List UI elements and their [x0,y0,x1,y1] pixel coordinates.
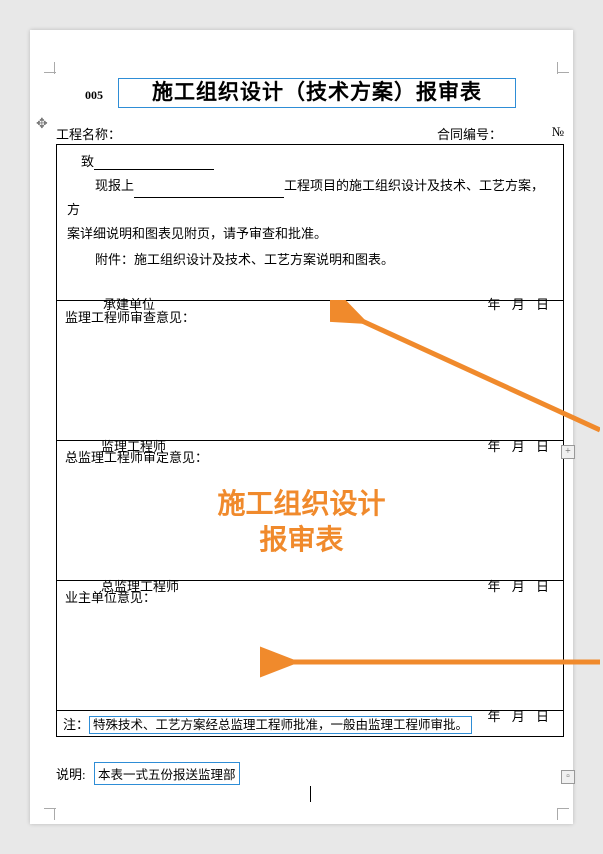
project-name-label: 工程名称： [56,124,121,143]
document-number: 005 [85,88,103,103]
to-blank [94,156,214,170]
table-resize-handle[interactable]: ▫ [561,770,575,784]
project-blank [134,184,284,198]
number-symbol: № [552,124,564,140]
chief-supervisor-opinion-label: 总监理工程师审定意见： [57,441,563,466]
approval-form-table: 致 现报上工程项目的施工组织设计及技术、工艺方案，方 案详细说明和图表见附页，请… [56,144,564,737]
zhu-text: 特殊技术、工艺方案经总监理工程师批准，一般由监理工程师审批。 [89,716,472,734]
owner-date: 年 月 日 [487,706,553,725]
crop-mark-bl [44,808,56,820]
to-line: 致 [81,151,553,170]
attachment-line: 附件：施工组织设计及技术、工艺方案说明和图表。 [67,248,553,272]
table-insert-handle-1[interactable]: + [561,445,575,459]
crop-mark-tl [44,62,56,74]
document-title: 施工组织设计（技术方案）报审表 [118,78,516,108]
document-page: ✥ 005 施工组织设计（技术方案）报审表 工程名称： 合同编号： № 致 现报… [30,30,573,824]
zhu-label: 注： [63,717,89,732]
contract-number-label: 合同编号： [437,124,502,143]
crop-mark-br [557,808,569,820]
text-cursor [310,786,311,802]
body-text-2: 案详细说明和图表见附页，请予审查和批准。 [67,222,553,246]
shuoming-label: 说明: [56,764,86,783]
owner-opinion-label: 业主单位意见： [57,581,563,606]
to-label: 致 [81,154,94,169]
submission-cell: 致 现报上工程项目的施工组织设计及技术、工艺方案，方 案详细说明和图表见附页，请… [57,145,563,300]
shuoming-text: 本表一式五份报送监理部 [94,762,240,785]
body-paragraph: 现报上工程项目的施工组织设计及技术、工艺方案，方 [67,174,553,222]
supervisor-opinion-label: 监理工程师审查意见： [57,301,563,326]
crop-mark-tr [557,62,569,74]
body-text-1a: 现报上 [95,178,134,193]
table-move-handle-icon[interactable]: ✥ [36,116,48,133]
